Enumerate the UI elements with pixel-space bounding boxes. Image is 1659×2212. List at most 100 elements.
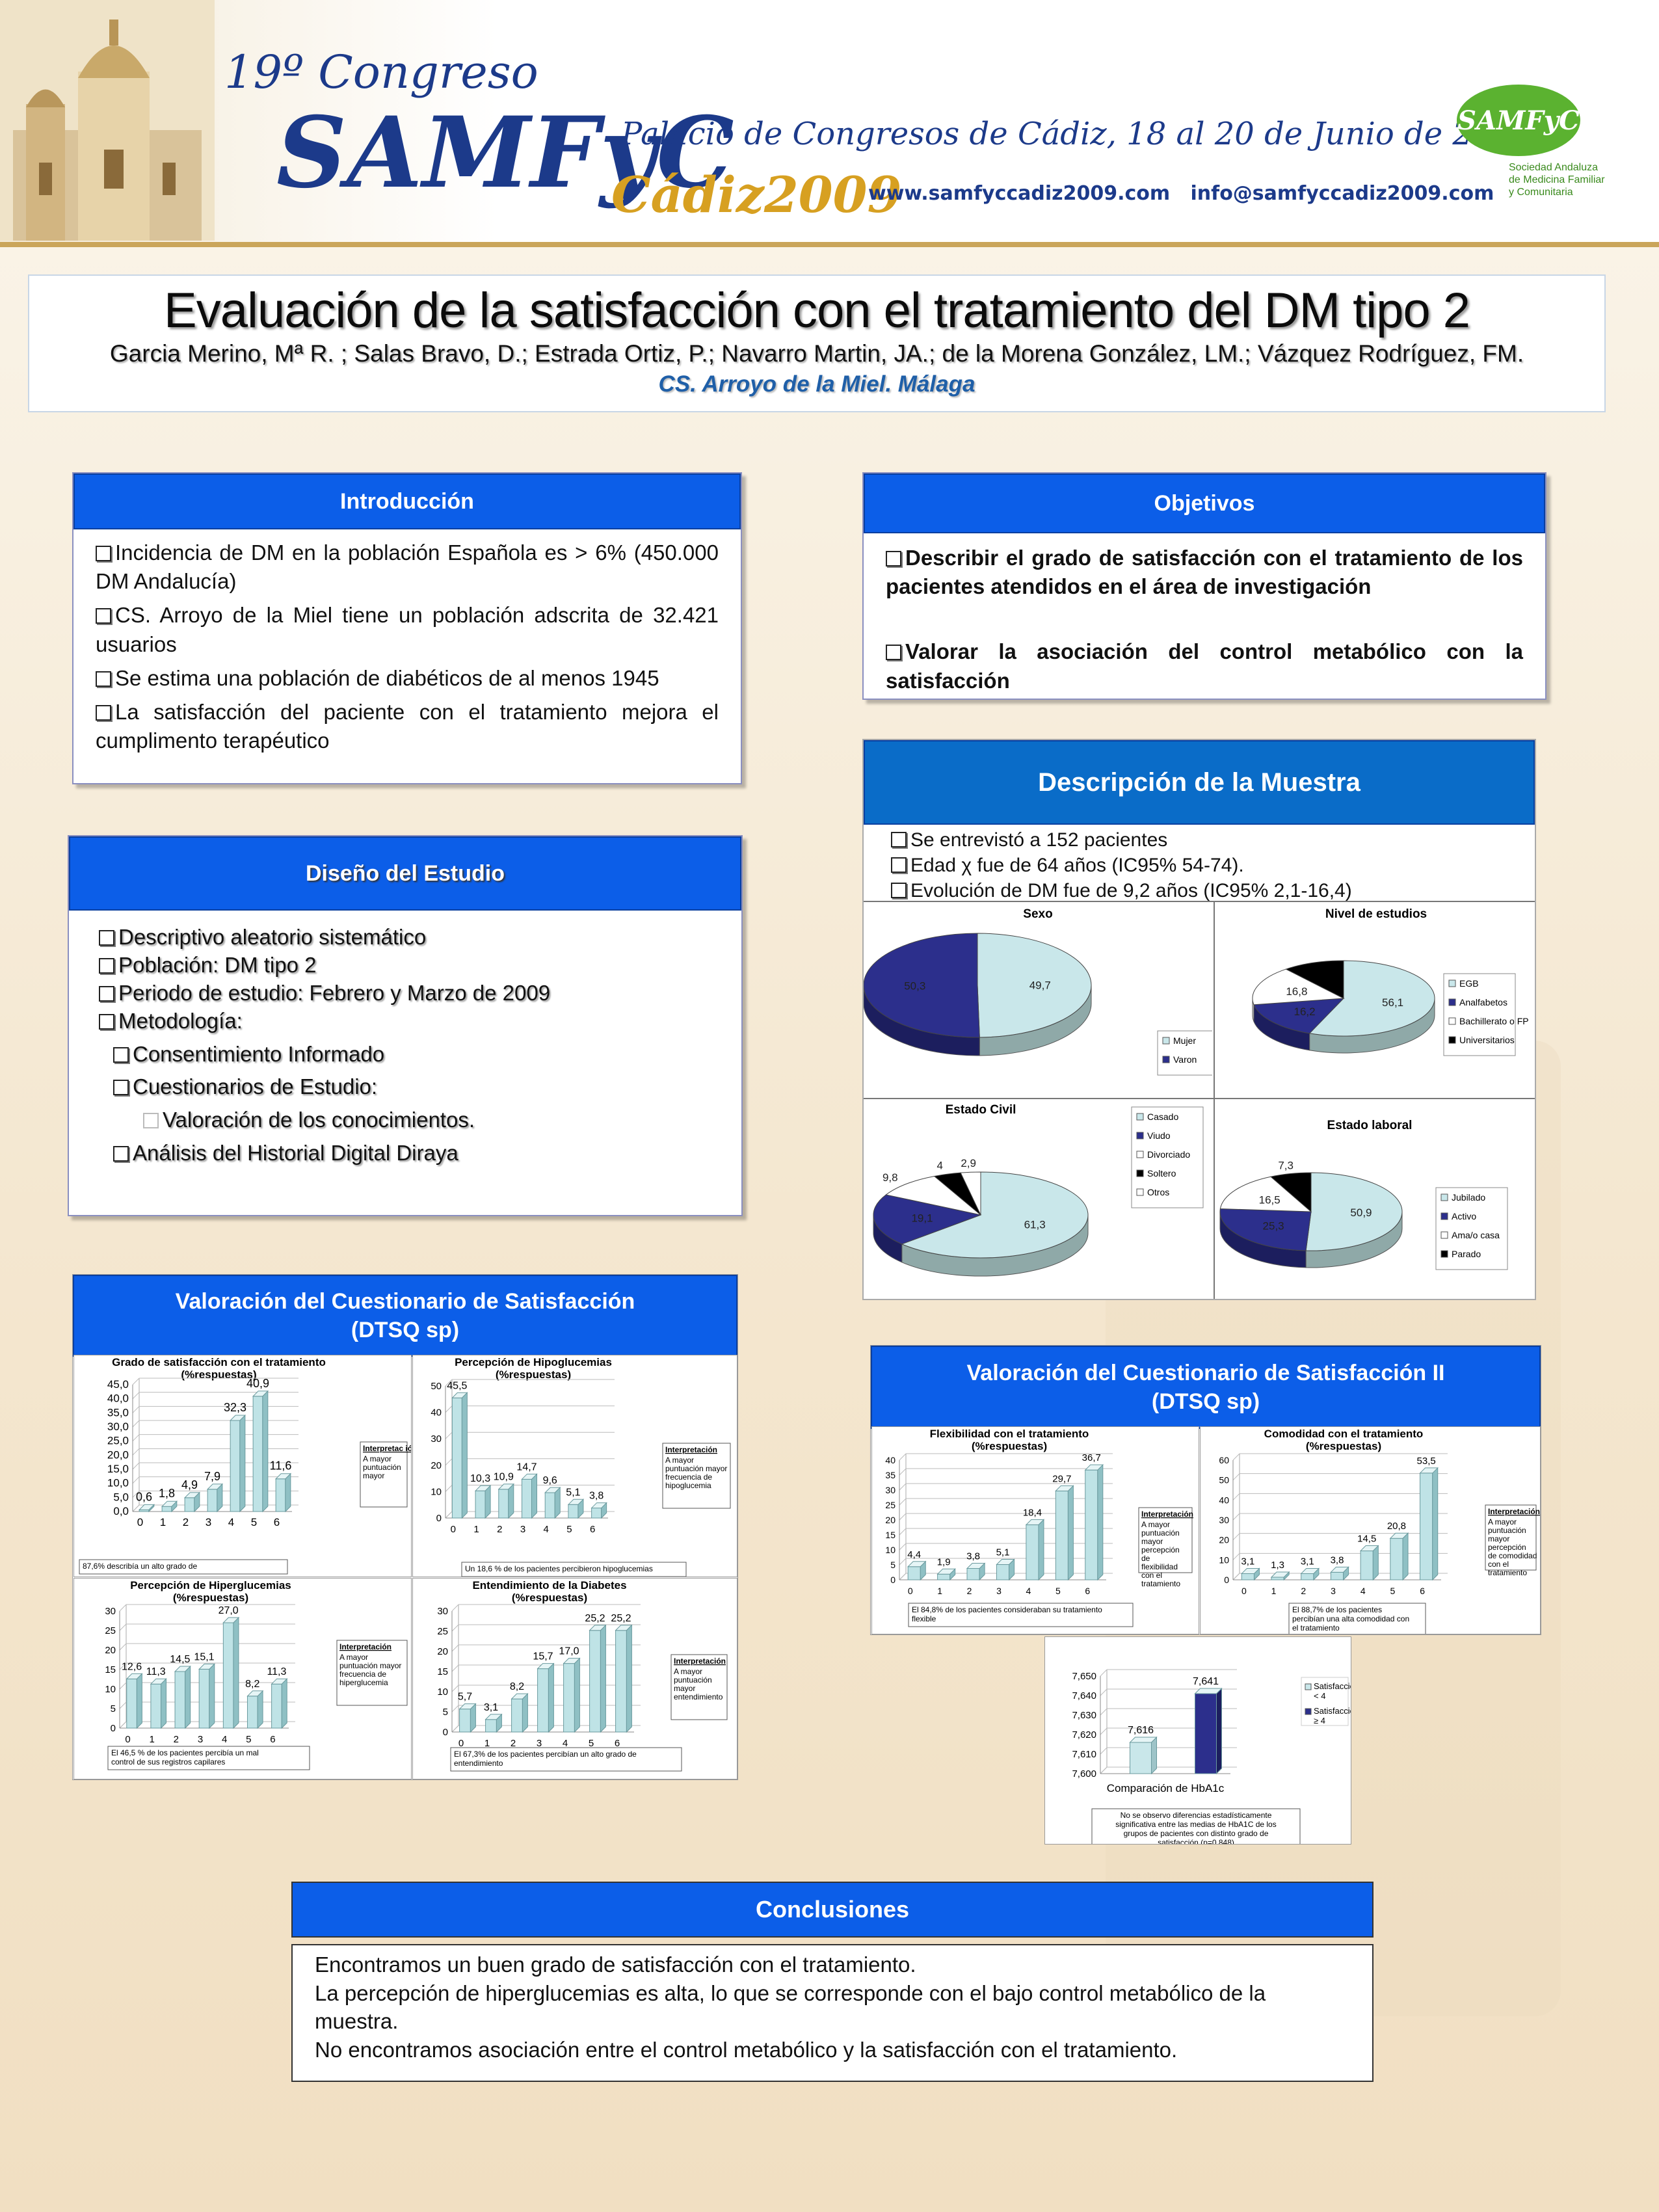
chart-hipoglucemias: Percepción de Hipoglucemias(%respuestas)… bbox=[412, 1355, 737, 1577]
pie-slice bbox=[1219, 1208, 1312, 1251]
note-box bbox=[79, 1559, 288, 1575]
muestra-divider-h2 bbox=[864, 1098, 1535, 1099]
conclusion-line: No encontramos asociación entre el contr… bbox=[315, 2037, 1178, 2062]
bar-value-label: 3,8 bbox=[966, 1551, 980, 1562]
bar-top bbox=[183, 1492, 201, 1499]
y-tick-label: 35 bbox=[885, 1470, 896, 1480]
bar bbox=[475, 1490, 486, 1519]
x-tick-label: 1 bbox=[150, 1734, 155, 1745]
intro-item-text: La satisfacción del paciente con el trat… bbox=[96, 700, 719, 753]
intro-panel: Introducción Incidencia de DM en la pobl… bbox=[72, 472, 742, 784]
y-tick-label: 5,0 bbox=[113, 1491, 129, 1503]
bar bbox=[544, 1492, 555, 1519]
note-text: El 88,7% de los pacientes bbox=[1292, 1605, 1382, 1614]
muestra-item-text: Se entrevistó a 152 pacientes bbox=[910, 829, 1168, 851]
bar-top bbox=[138, 1504, 155, 1510]
interpretation-box bbox=[662, 1443, 731, 1509]
gridline-diag bbox=[119, 1662, 127, 1670]
dtsq2-heading: Valoración del Cuestionario de Satisfacc… bbox=[871, 1346, 1541, 1429]
interpretation-text: puntuación mayor bbox=[339, 1661, 401, 1670]
muestra-heading-text: Descripción de la Muestra bbox=[1038, 767, 1360, 797]
bar bbox=[222, 1622, 234, 1729]
y-tick-label: 25 bbox=[437, 1626, 448, 1637]
chart-title: Comodidad con el tratamiento bbox=[1264, 1428, 1424, 1440]
poster-title: Evaluación de la satisfacción con el tra… bbox=[164, 283, 1470, 338]
y-tick-label: 7,640 bbox=[1072, 1690, 1096, 1701]
y-tick-label: 25 bbox=[885, 1500, 896, 1510]
interpretation-text: mayor bbox=[1141, 1537, 1163, 1546]
y-tick-label: 5 bbox=[111, 1703, 116, 1714]
bar bbox=[511, 1698, 523, 1733]
conclusiones-heading-text: Conclusiones bbox=[755, 1896, 910, 1923]
pie-value-label: 19,1 bbox=[911, 1212, 933, 1225]
legend-swatch bbox=[1136, 1151, 1144, 1158]
y-tick-label: 10 bbox=[105, 1684, 116, 1695]
gridline-diag bbox=[132, 1434, 140, 1442]
bar-top bbox=[591, 1502, 607, 1509]
bar-top bbox=[451, 1392, 468, 1398]
y-tick-label: 20,0 bbox=[107, 1448, 129, 1461]
intro-item: CS. Arroyo de la Miel tiene un población… bbox=[96, 601, 719, 658]
diseno-item-text: Análisis del Historial Digital Diraya bbox=[133, 1141, 458, 1166]
bar bbox=[485, 1719, 497, 1733]
intro-heading-text: Introducción bbox=[340, 488, 474, 514]
interpretation-text: A mayor bbox=[339, 1653, 368, 1662]
diseno-item: Valoración de los conocimientos. bbox=[99, 1106, 741, 1134]
legend-label: Activo bbox=[1452, 1211, 1476, 1221]
bar-top bbox=[474, 1485, 492, 1491]
bar bbox=[1301, 1573, 1314, 1580]
x-tick-label: 4 bbox=[1026, 1586, 1031, 1596]
bar-side bbox=[1067, 1485, 1074, 1581]
pie-value-label: 7,3 bbox=[1278, 1160, 1294, 1172]
bar-side bbox=[548, 1662, 554, 1733]
gridline-diag bbox=[899, 1558, 907, 1566]
bar-top bbox=[563, 1658, 581, 1664]
chart-title: Entendimiento de la Diabetes bbox=[472, 1579, 626, 1592]
y-tick-label: 7,650 bbox=[1072, 1671, 1096, 1682]
y-tick-label: 10,0 bbox=[107, 1477, 129, 1489]
bar-top bbox=[206, 1484, 224, 1490]
y-tick-label: 7,620 bbox=[1072, 1729, 1096, 1740]
gridline-diag bbox=[445, 1432, 453, 1439]
chart-subtitle: (%respuestas) bbox=[512, 1592, 587, 1604]
x-tick-label: 6 bbox=[590, 1524, 595, 1535]
bar bbox=[271, 1683, 282, 1729]
bar-top bbox=[1389, 1532, 1409, 1539]
bar-top bbox=[271, 1678, 288, 1685]
legend-label: Ama/o casa bbox=[1452, 1230, 1500, 1240]
interpretation-text: frecuencia de bbox=[339, 1670, 386, 1679]
gridline-diag bbox=[132, 1490, 140, 1498]
y-tick-label: 30 bbox=[885, 1485, 896, 1495]
diseno-item: Metodología: bbox=[99, 1007, 741, 1035]
interpretation-text: entendimiento bbox=[674, 1692, 723, 1701]
legend-swatch bbox=[1440, 1250, 1448, 1258]
gridline-diag bbox=[119, 1701, 127, 1709]
bar-top bbox=[1194, 1688, 1223, 1694]
x-tick-label: 1 bbox=[473, 1524, 479, 1535]
title-box: Evaluación de la satisfacción con el tra… bbox=[28, 274, 1606, 412]
intro-list: Incidencia de DM en la población Español… bbox=[73, 529, 741, 756]
bar-top bbox=[1055, 1485, 1074, 1491]
bar bbox=[591, 1508, 602, 1519]
bar-value-label: 14,5 bbox=[170, 1654, 190, 1665]
interpretation-text: A mayor bbox=[674, 1667, 702, 1676]
y-tick-label: 0 bbox=[436, 1513, 442, 1524]
bar-value-label: 1,3 bbox=[1271, 1560, 1284, 1571]
chart-title: Flexibilidad con el tratamiento bbox=[930, 1428, 1089, 1440]
interpretation-text: A mayor bbox=[665, 1456, 694, 1465]
bar bbox=[589, 1630, 601, 1733]
x-tick-label: 3 bbox=[198, 1734, 203, 1745]
legend-swatch bbox=[1448, 1036, 1456, 1044]
dtsq1-heading-text: Valoración del Cuestionario de Satisfacc… bbox=[175, 1288, 635, 1314]
note-text: Un 18,6 % de los pacientes percibieron h… bbox=[465, 1564, 653, 1573]
pie-slice bbox=[873, 1194, 982, 1245]
gridline-diag bbox=[899, 1498, 907, 1506]
pie-value-label: 49,7 bbox=[1029, 979, 1051, 992]
gridline-diag bbox=[1232, 1552, 1240, 1560]
bar bbox=[1390, 1538, 1403, 1580]
bar-value-label: 11,6 bbox=[270, 1459, 292, 1472]
interpretation-text: hipoglucemia bbox=[665, 1481, 711, 1490]
note-text: satisfacción (p=0,848) bbox=[1158, 1838, 1234, 1845]
bar bbox=[1085, 1469, 1098, 1580]
bar-side bbox=[1151, 1736, 1157, 1775]
